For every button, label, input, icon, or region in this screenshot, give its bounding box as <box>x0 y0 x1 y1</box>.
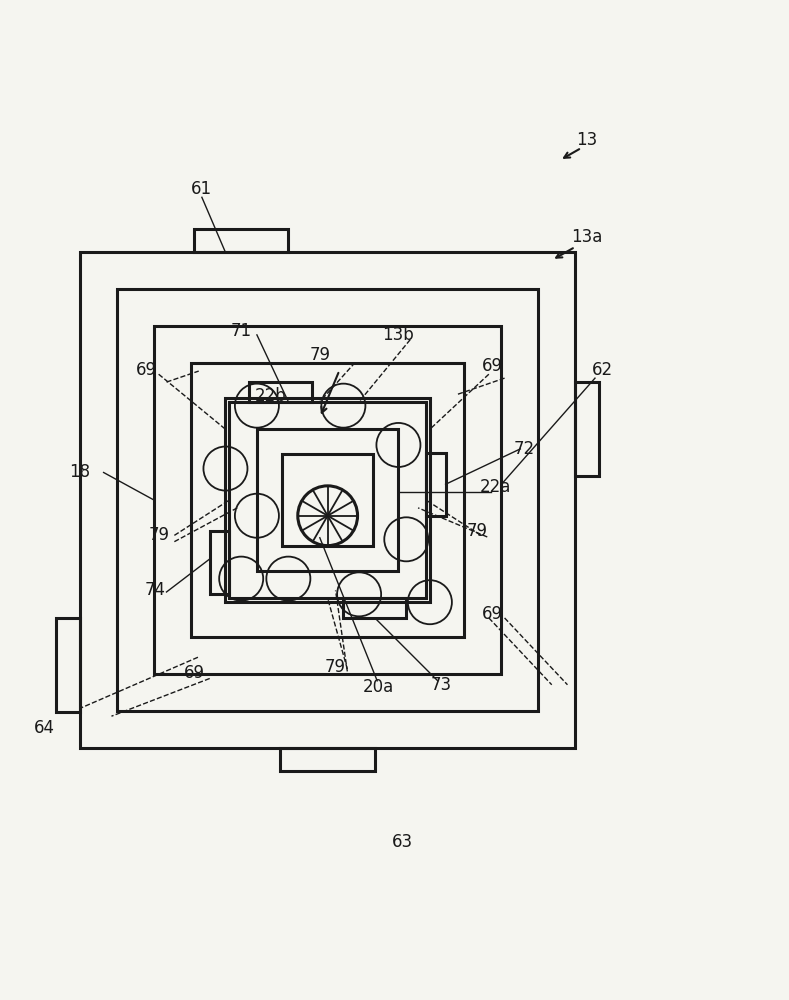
Bar <box>249 382 312 402</box>
Text: 69: 69 <box>482 605 503 623</box>
Text: 22b: 22b <box>254 387 286 405</box>
Bar <box>282 454 373 546</box>
Text: 13b: 13b <box>383 326 414 344</box>
Bar <box>230 402 426 598</box>
Text: 74: 74 <box>144 581 165 599</box>
Bar <box>226 398 430 602</box>
Text: 72: 72 <box>514 440 535 458</box>
Bar <box>80 252 575 748</box>
Bar <box>191 363 465 637</box>
Bar <box>343 598 406 618</box>
Text: 79: 79 <box>309 346 331 364</box>
Text: 79: 79 <box>466 522 488 540</box>
Text: 69: 69 <box>482 357 503 375</box>
Text: 79: 79 <box>325 658 346 676</box>
Bar <box>154 326 502 674</box>
Text: 79: 79 <box>148 526 169 544</box>
Text: 71: 71 <box>230 322 252 340</box>
Bar <box>194 229 288 252</box>
Text: 63: 63 <box>392 833 413 851</box>
Bar <box>117 289 538 711</box>
Bar <box>57 618 80 712</box>
Text: 73: 73 <box>431 676 452 694</box>
Text: 61: 61 <box>191 180 212 198</box>
Bar <box>426 453 446 516</box>
Text: 69: 69 <box>184 664 204 682</box>
Text: 18: 18 <box>69 463 91 481</box>
Bar <box>575 382 599 476</box>
Text: 62: 62 <box>593 361 613 379</box>
Bar <box>257 429 398 571</box>
Text: 22a: 22a <box>480 478 510 496</box>
Text: 13a: 13a <box>571 228 603 246</box>
Text: 13: 13 <box>577 131 598 149</box>
Bar <box>210 531 230 594</box>
Text: 64: 64 <box>34 719 55 737</box>
Text: 20a: 20a <box>363 678 394 696</box>
Text: 69: 69 <box>136 361 157 379</box>
Bar <box>281 748 375 771</box>
